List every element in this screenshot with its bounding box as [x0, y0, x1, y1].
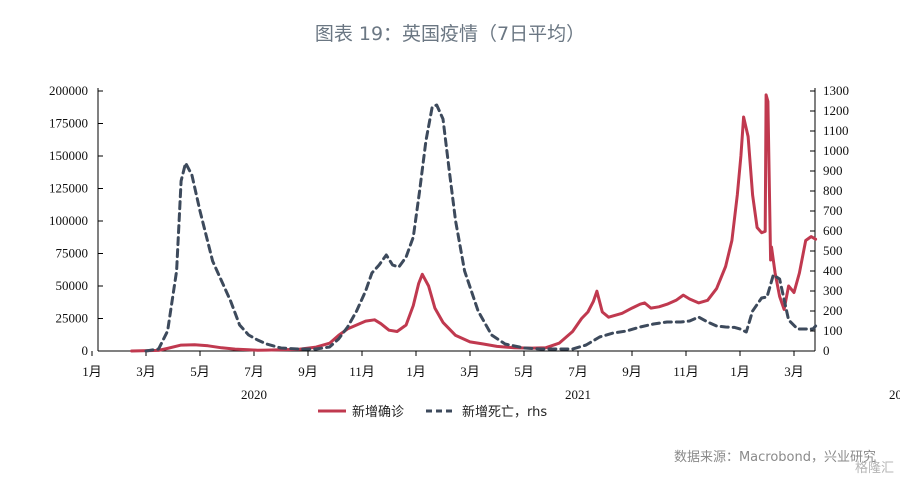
left-y-tick-label: 0 — [82, 343, 89, 358]
legend-label-deaths: 新增死亡，rhs — [462, 404, 547, 420]
left-y-tick-label: 175000 — [49, 116, 88, 131]
axes — [97, 88, 816, 352]
left-y-tick-label: 25000 — [56, 311, 89, 326]
right-y-tick-label: 300 — [823, 283, 843, 298]
right-y-tick-label: 1000 — [823, 143, 849, 158]
right-y-tick-label: 500 — [823, 243, 843, 258]
x-tick-label: 1月 — [82, 364, 102, 379]
left-y-tick-label: 125000 — [49, 181, 88, 196]
x-year-label: 2022 — [889, 387, 900, 402]
chart-title: 图表 19：英国疫情（7日平均） — [315, 23, 585, 45]
x-year-label: 2021 — [565, 387, 591, 402]
right-y-tick-label: 800 — [823, 183, 843, 198]
left-y-tick-label: 75000 — [56, 246, 89, 261]
series-line-confirmed — [130, 93, 818, 353]
right-y-ticks: 0 100 200 300 400 500 600 700 800 900 1000 1100 1200… — [810, 83, 849, 358]
series-layer — [130, 93, 818, 353]
right-y-tick-label: 1300 — [823, 83, 849, 98]
left-y-tick-label: 50000 — [56, 278, 89, 293]
x-tick-label: 3月 — [136, 364, 156, 379]
right-y-tick-label: 900 — [823, 163, 843, 178]
right-y-tick-label: 200 — [823, 303, 843, 318]
x-tick-label: 9月 — [298, 364, 318, 379]
right-y-tick-label: 700 — [823, 203, 843, 218]
right-y-tick-label: 600 — [823, 223, 843, 238]
x-tick-label: 5月 — [190, 364, 210, 379]
right-y-tick-label: 100 — [823, 323, 843, 338]
left-y-tick-label: 100000 — [49, 213, 88, 228]
right-y-tick-label: 1200 — [823, 103, 849, 118]
left-y-tick-label: 150000 — [49, 148, 88, 163]
right-y-tick-label: 400 — [823, 263, 843, 278]
x-tick-label: 11月 — [349, 364, 375, 379]
legend-label-confirmed: 新增确诊 — [352, 404, 404, 420]
watermark: 格隆汇 — [855, 460, 894, 476]
series-line-deaths — [144, 103, 818, 353]
right-y-tick-label: 1100 — [823, 123, 849, 138]
x-tick-label: 3月 — [460, 364, 480, 379]
x-tick-label: 7月 — [568, 364, 588, 379]
x-ticks: 1月 3月 5月 7月 9月 11月 1月 3月 5月 7月 9月 11月 1月 3月 2020 2021 20… — [82, 351, 900, 402]
x-tick-label: 3月 — [784, 364, 804, 379]
x-tick-label: 5月 — [514, 364, 534, 379]
x-tick-label: 9月 — [622, 364, 642, 379]
x-tick-label: 1月 — [406, 364, 426, 379]
left-y-ticks: 0 25000 50000 75000 100000 125000 150000 175000… — [49, 83, 103, 358]
legend: 新增确诊 新增死亡，rhs — [318, 404, 547, 420]
right-y-tick-label: 0 — [823, 343, 830, 358]
source-note: 数据来源：Macrobond，兴业研究 — [674, 450, 876, 465]
left-y-tick-label: 200000 — [49, 83, 88, 98]
x-year-label: 2020 — [241, 387, 267, 402]
x-tick-label: 1月 — [730, 364, 750, 379]
x-tick-label: 7月 — [244, 364, 264, 379]
x-tick-label: 11月 — [673, 364, 699, 379]
